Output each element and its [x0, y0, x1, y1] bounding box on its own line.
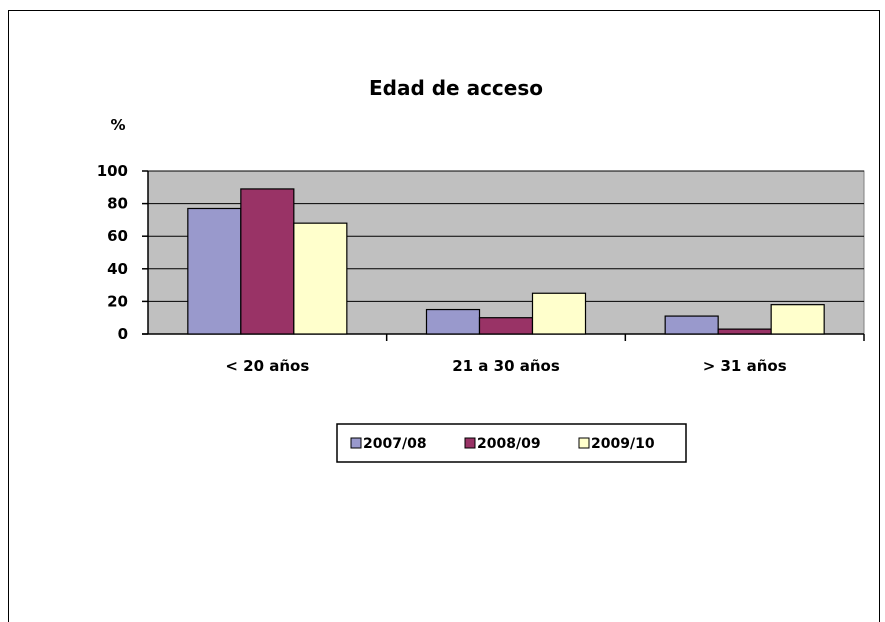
plot-area: 0 20 40 60 80 100 < 20 años 21 a 30 años > 31 añ… — [97, 162, 865, 375]
y-tick-label: 60 — [107, 227, 128, 245]
bar-2008-09-1 — [478, 317, 534, 335]
y-tick-label: 80 — [107, 195, 128, 213]
y-tick-label: 20 — [107, 292, 128, 310]
y-tick-label: 40 — [107, 260, 128, 278]
bar-2008-09-0 — [240, 188, 295, 335]
legend-box — [336, 423, 687, 463]
x-category-label: 21 a 30 años — [452, 357, 560, 375]
legend-label: 2007/08 — [363, 436, 427, 452]
legend-swatch — [578, 437, 590, 449]
bar-2007-08-1 — [425, 308, 481, 335]
bar-2009-10-2 — [770, 304, 825, 335]
legend: 2007/08 2008/09 2009/10 — [336, 423, 687, 463]
x-category-label: > 31 años — [703, 357, 787, 375]
chart-frame — [8, 10, 880, 622]
bar-2009-10-1 — [531, 292, 587, 335]
legend-label: 2008/09 — [477, 436, 541, 452]
x-category-label: < 20 años — [225, 357, 309, 375]
y-tick-label: 0 — [118, 325, 128, 343]
bar-2007-08-2 — [664, 315, 719, 335]
legend-swatch — [464, 437, 476, 449]
chart-title: Edad de acceso — [369, 76, 543, 100]
y-axis-unit-label: % — [110, 116, 125, 134]
bar-2009-10-0 — [293, 222, 348, 335]
legend-label: 2009/10 — [591, 436, 655, 452]
legend-swatch — [350, 437, 362, 449]
bar-2008-09-2 — [717, 328, 772, 335]
y-tick-label: 100 — [97, 162, 128, 180]
bar-2007-08-0 — [187, 207, 242, 335]
